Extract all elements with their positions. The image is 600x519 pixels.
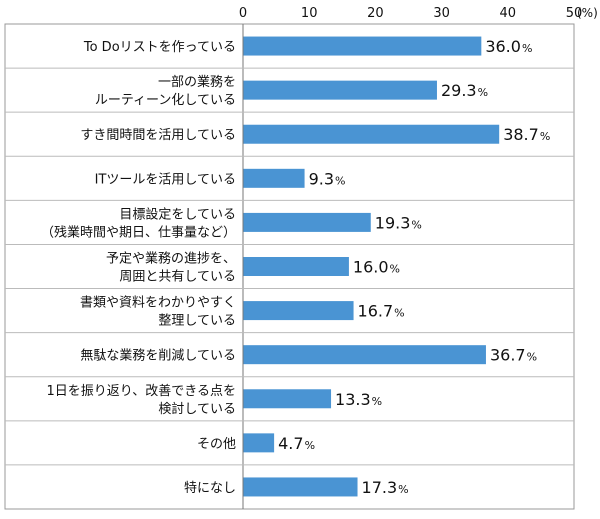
category-label: 検討している: [158, 401, 236, 417]
data-label-percent-sign: %: [398, 483, 408, 496]
x-axis-ticks: 0 10 20 30 40 50: [239, 6, 582, 21]
tick-label: 50: [566, 6, 583, 21]
category-label: その他: [197, 437, 236, 452]
data-label: 19.3%: [375, 213, 422, 232]
bar: [243, 433, 275, 453]
data-label-percent-sign: %: [394, 307, 404, 320]
data-label: 36.0%: [485, 37, 532, 56]
category-label: すき間時間を活用している: [80, 128, 236, 143]
category-label: 周囲と共有している: [119, 270, 236, 285]
data-label-percent-sign: %: [372, 395, 382, 408]
data-label-percent-sign: %: [478, 86, 488, 99]
bar: [243, 301, 354, 321]
data-label: 36.7%: [490, 346, 537, 365]
bar: [243, 212, 371, 232]
data-label: 16.7%: [358, 302, 405, 321]
axis-unit-label: (%): [577, 6, 598, 20]
tick-label: 30: [433, 6, 450, 21]
data-label: 4.7%: [278, 434, 315, 453]
category-label: 1日を振り返り、改善できる点を: [47, 383, 237, 399]
data-label-percent-sign: %: [522, 42, 532, 55]
data-label-percent-sign: %: [540, 130, 550, 143]
chart-frame: [4, 23, 575, 510]
bar: [243, 80, 437, 100]
data-label: 16.0%: [353, 258, 400, 277]
tick-label: 10: [301, 6, 318, 21]
category-label: 目標設定をしている: [119, 206, 236, 222]
data-label-percent-sign: %: [335, 174, 345, 187]
data-label-percent-sign: %: [527, 351, 537, 364]
bar: [243, 345, 486, 365]
category-label: 予定や業務の進捗を、: [106, 251, 236, 267]
data-label: 29.3%: [441, 81, 488, 100]
category-label: 整理している: [158, 314, 236, 329]
data-label: 13.3%: [335, 390, 382, 409]
category-label: ITツールを活用している: [95, 172, 236, 187]
data-label: 17.3%: [362, 478, 409, 497]
category-label: （残業時間や期日、仕事量など）: [41, 224, 236, 240]
data-label-percent-sign: %: [411, 218, 421, 231]
value-labels: 36.0% 29.3% 38.7% 9.3% 19.3% 16.0% 16.7% 36.7% 1…: [278, 37, 550, 497]
bar: [243, 168, 305, 188]
category-label: 無駄な業務を削減している: [80, 348, 236, 364]
category-label: ルーティーン化している: [95, 93, 236, 108]
category-labels: To Doリストを作っている一部の業務をルーティーン化しているすき間時間を活用し…: [41, 40, 236, 496]
category-label: 書類や資料をわかりやすく: [80, 296, 236, 311]
tick-label: 40: [500, 6, 517, 21]
bars: [243, 36, 500, 497]
category-label: To Doリストを作っている: [83, 40, 236, 55]
data-label-percent-sign: %: [305, 439, 315, 452]
bar: [243, 257, 349, 276]
bar: [243, 389, 332, 409]
category-label: 一部の業務を: [158, 74, 236, 90]
bar: [243, 477, 358, 497]
data-label: 9.3%: [309, 169, 346, 188]
chart-border: [4, 23, 575, 510]
bar: [243, 124, 500, 144]
bar: [243, 36, 482, 56]
tick-label: 20: [367, 6, 384, 21]
tick-label: 0: [239, 6, 247, 21]
data-label-percent-sign: %: [390, 263, 400, 276]
category-label: 特になし: [184, 481, 236, 496]
data-label: 38.7%: [503, 125, 550, 144]
